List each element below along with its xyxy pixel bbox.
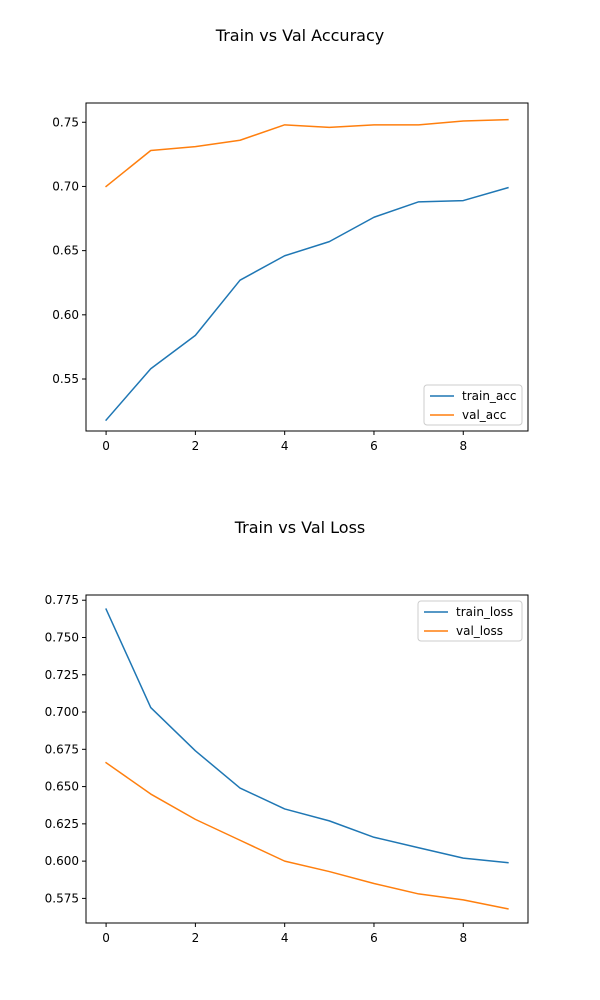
chart-2-x-tick-label: 4 — [281, 931, 289, 945]
chart-1-x-tick-label: 0 — [102, 439, 110, 453]
chart-2-legend-label-train_loss: train_loss — [456, 605, 513, 619]
chart-2-x-tick-label: 8 — [459, 931, 467, 945]
chart-2-series-line-val_loss — [105, 761, 509, 910]
chart-1-legend-label-train_acc: train_acc — [462, 389, 516, 403]
chart-2-plot-frame — [85, 594, 529, 924]
chart-1-x-tick-label: 6 — [370, 439, 378, 453]
chart-2-series-line-train_loss — [105, 608, 509, 864]
chart-2-x-tick-label: 2 — [192, 931, 200, 945]
chart-1-legend-label-val_acc: val_acc — [462, 408, 506, 422]
chart-1-y-tick-label: 0.55 — [52, 372, 79, 386]
chart-2-y-tick-label: 0.575 — [45, 891, 79, 905]
chart-2-y-tick-label: 0.600 — [45, 854, 79, 868]
chart-1-y-tick-label: 0.70 — [52, 179, 79, 193]
chart-2-x-tick-label: 6 — [370, 931, 378, 945]
chart-2-y-tick-label: 0.700 — [45, 705, 79, 719]
chart-title-loss: Train vs Val Loss — [234, 518, 366, 537]
chart-1-y-tick-label: 0.60 — [52, 308, 79, 322]
chart-2-y-tick-label: 0.675 — [45, 742, 79, 756]
chart-1-x-tick-label: 8 — [459, 439, 467, 453]
chart-2-y-tick-label: 0.750 — [45, 630, 79, 644]
chart-1-series-line-train_acc — [105, 186, 509, 422]
chart-title-accuracy: Train vs Val Accuracy — [215, 26, 385, 45]
chart-1-y-tick-label: 0.75 — [52, 115, 79, 129]
chart-1-x-tick-label: 4 — [281, 439, 289, 453]
chart-2-y-tick-label: 0.650 — [45, 780, 79, 794]
chart-1-x-tick-label: 2 — [192, 439, 200, 453]
chart-2-y-tick-label: 0.775 — [45, 593, 79, 607]
chart-1-y-tick-label: 0.65 — [52, 244, 79, 258]
chart-2-y-tick-label: 0.725 — [45, 668, 79, 682]
chart-1-series-line-val_acc — [105, 118, 509, 188]
chart-2-x-tick-label: 0 — [102, 931, 110, 945]
chart-2-y-tick-label: 0.625 — [45, 817, 79, 831]
chart-2-legend-label-val_loss: val_loss — [456, 624, 503, 638]
chart-1-plot-frame — [85, 102, 529, 432]
